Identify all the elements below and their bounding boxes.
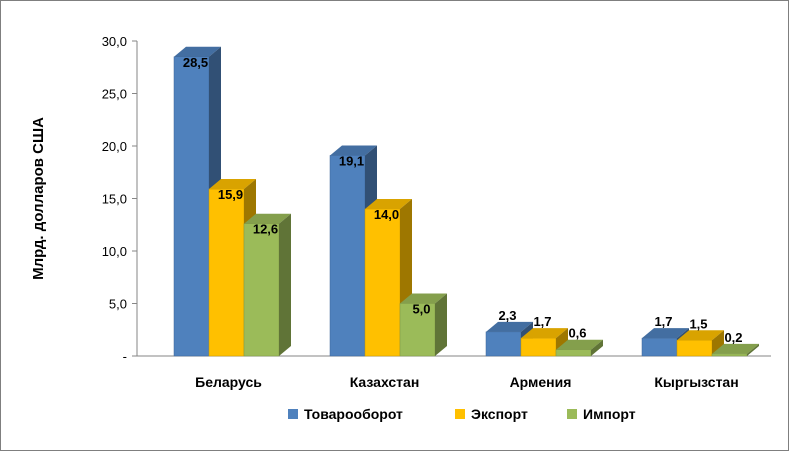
legend-swatch	[455, 409, 465, 419]
bar-front	[208, 188, 245, 357]
y-tick-label: 30,0	[102, 34, 127, 49]
legend-item[interactable]: Экспорт	[455, 406, 528, 422]
bar-front	[399, 303, 436, 357]
bar-side	[712, 330, 724, 356]
bar-top	[642, 328, 689, 339]
bar-top	[209, 179, 256, 190]
y-axis-title: Млрд. долларов США	[30, 117, 47, 280]
y-tick-label: -	[123, 349, 127, 364]
bar-side	[747, 343, 759, 356]
bar-top	[556, 339, 603, 350]
bar-front	[676, 340, 713, 357]
bar-top	[244, 213, 291, 224]
data-label: 19,1	[339, 153, 364, 168]
legend-swatch	[567, 409, 577, 419]
y-tick-label: 10,0	[102, 244, 127, 259]
bar-top	[712, 343, 759, 354]
data-label: 5,0	[412, 302, 430, 317]
data-label: 2,3	[498, 308, 516, 323]
data-label: 12,6	[253, 222, 278, 237]
bar-top	[521, 328, 568, 339]
legend-item[interactable]: Импорт	[567, 406, 636, 422]
bar-side	[591, 339, 603, 356]
bar-front	[364, 208, 401, 357]
bar[interactable]	[711, 343, 759, 357]
category-label: Беларусь	[195, 374, 262, 390]
bar-front	[173, 56, 210, 357]
y-tick-label: 25,0	[102, 87, 127, 102]
bar-front	[520, 337, 557, 357]
data-label: 1,5	[689, 316, 707, 331]
legend-label: Импорт	[583, 406, 636, 422]
bar[interactable]	[243, 213, 291, 357]
data-label: 0,2	[724, 330, 742, 345]
data-label: 0,6	[568, 326, 586, 341]
bar-top	[677, 330, 724, 341]
bar-front	[555, 349, 592, 357]
legend-item[interactable]: Товарооборот	[288, 406, 403, 422]
data-label: 1,7	[654, 314, 672, 329]
bar-side	[279, 213, 291, 356]
data-label: 1,7	[533, 314, 551, 329]
y-tick-label: 5,0	[109, 297, 127, 312]
bar-side	[435, 293, 447, 356]
bar-front	[329, 155, 366, 357]
data-label: 14,0	[374, 207, 399, 222]
y-tick-label: 20,0	[102, 139, 127, 154]
bar-top	[486, 321, 533, 332]
bar[interactable]	[555, 339, 603, 357]
bar-top	[400, 293, 447, 304]
legend-label: Экспорт	[471, 406, 528, 422]
data-label: 15,9	[218, 187, 243, 202]
bar[interactable]	[676, 330, 724, 357]
y-tick-label: 15,0	[102, 192, 127, 207]
data-label: 28,5	[183, 55, 208, 70]
category-label: Кыргызстан	[654, 374, 738, 390]
legend-label: Товарооборот	[304, 406, 403, 422]
bar-top	[330, 145, 377, 156]
bar[interactable]	[399, 293, 447, 357]
legend-swatch	[288, 409, 298, 419]
bar-front	[485, 331, 522, 357]
category-label: Казахстан	[350, 374, 420, 390]
bar-front	[711, 353, 748, 357]
bar-front	[243, 223, 280, 357]
category-label: Армения	[510, 374, 572, 390]
bar-top	[365, 199, 412, 209]
bar-top	[174, 46, 221, 57]
bar-front	[641, 337, 678, 357]
